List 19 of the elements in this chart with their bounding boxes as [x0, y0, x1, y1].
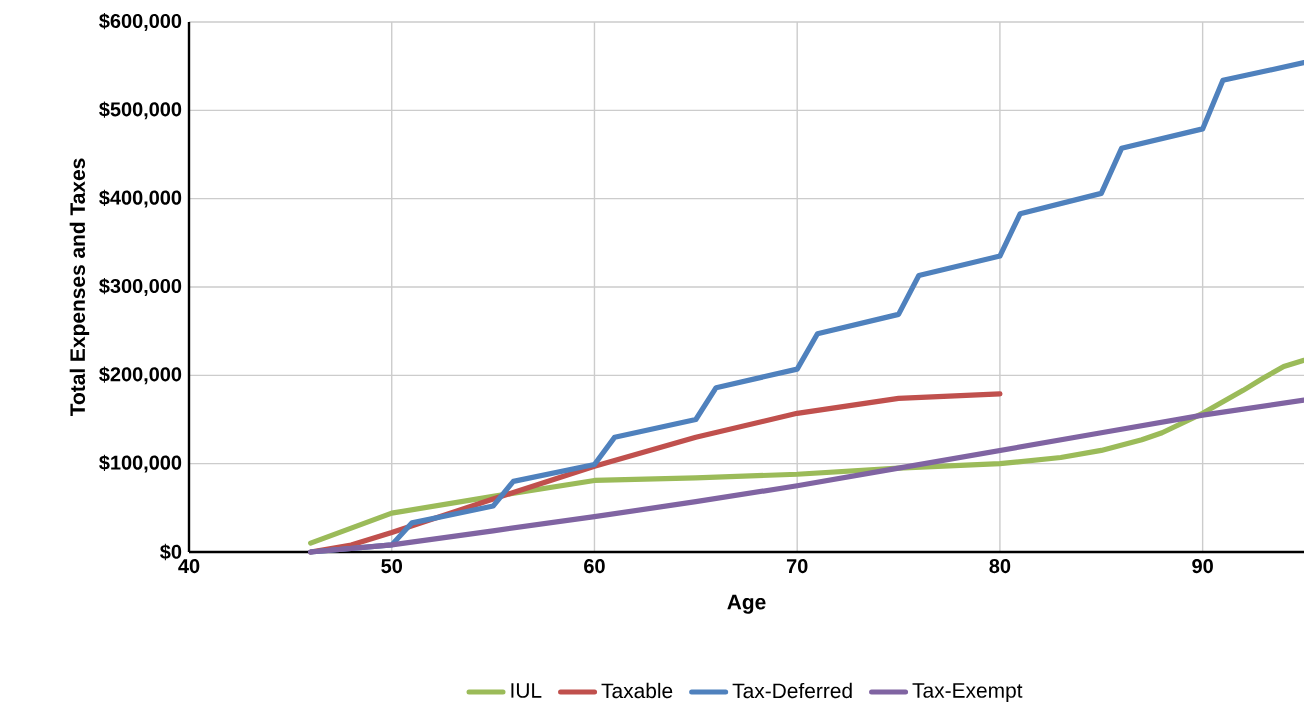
x-tick-label: 60: [584, 559, 605, 574]
y-axis-title: Total Expenses and Taxes: [69, 158, 90, 417]
y-tick-label: $200,000: [99, 366, 182, 385]
x-tick-label: 70: [786, 559, 808, 574]
legend-label: Taxable: [601, 682, 673, 699]
x-tick-label: 50: [381, 559, 403, 574]
legend-label: IUL: [511, 683, 542, 698]
legend-label: Tax-Exempt: [912, 683, 1023, 702]
y-tick-label: $600,000: [99, 13, 182, 31]
legend-label: Tax-Deferred: [732, 682, 852, 699]
y-tick-label: $400,000: [99, 189, 182, 208]
x-tick-label: 80: [989, 559, 1011, 574]
x-tick-label: 40: [178, 559, 200, 574]
x-axis-title: Age: [727, 594, 766, 614]
x-tick-label: 90: [1192, 559, 1213, 574]
y-tick-label: $500,000: [99, 101, 182, 120]
y-tick-label: $0: [160, 543, 182, 561]
y-tick-label: $300,000: [99, 278, 182, 296]
y-tick-label: $100,000: [99, 454, 182, 473]
